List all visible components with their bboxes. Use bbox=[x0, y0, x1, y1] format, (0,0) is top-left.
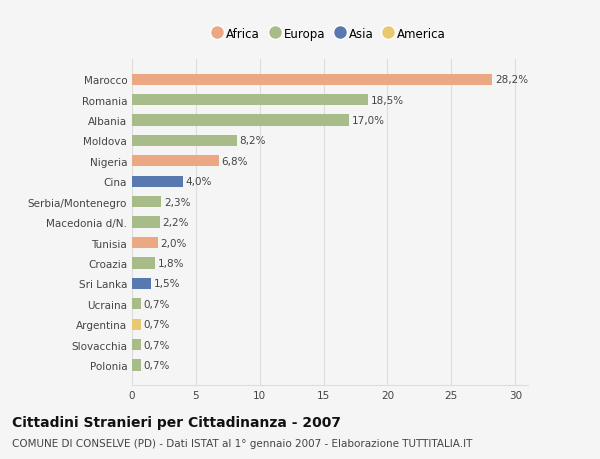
Bar bbox=[132, 258, 155, 269]
Bar bbox=[132, 237, 158, 249]
Bar bbox=[132, 196, 161, 208]
Text: 1,8%: 1,8% bbox=[158, 258, 184, 269]
Text: 1,5%: 1,5% bbox=[154, 279, 180, 289]
Text: 4,0%: 4,0% bbox=[185, 177, 212, 187]
Text: 2,3%: 2,3% bbox=[164, 197, 190, 207]
Text: 0,7%: 0,7% bbox=[143, 340, 170, 350]
Bar bbox=[132, 115, 349, 126]
Legend: Africa, Europa, Asia, America: Africa, Europa, Asia, America bbox=[209, 23, 451, 45]
Text: 2,2%: 2,2% bbox=[163, 218, 189, 228]
Text: 0,7%: 0,7% bbox=[143, 299, 170, 309]
Text: 2,0%: 2,0% bbox=[160, 238, 187, 248]
Bar bbox=[132, 74, 492, 86]
Text: 18,5%: 18,5% bbox=[371, 95, 404, 106]
Bar bbox=[132, 95, 368, 106]
Text: 6,8%: 6,8% bbox=[221, 157, 248, 167]
Bar bbox=[132, 319, 141, 330]
Text: 28,2%: 28,2% bbox=[495, 75, 528, 85]
Text: 8,2%: 8,2% bbox=[239, 136, 266, 146]
Text: 17,0%: 17,0% bbox=[352, 116, 385, 126]
Bar bbox=[132, 135, 237, 147]
Bar bbox=[132, 217, 160, 228]
Text: 0,7%: 0,7% bbox=[143, 319, 170, 330]
Bar bbox=[132, 156, 219, 167]
Text: COMUNE DI CONSELVE (PD) - Dati ISTAT al 1° gennaio 2007 - Elaborazione TUTTITALI: COMUNE DI CONSELVE (PD) - Dati ISTAT al … bbox=[12, 438, 472, 448]
Bar bbox=[132, 298, 141, 310]
Text: 0,7%: 0,7% bbox=[143, 360, 170, 370]
Text: Cittadini Stranieri per Cittadinanza - 2007: Cittadini Stranieri per Cittadinanza - 2… bbox=[12, 415, 341, 429]
Bar bbox=[132, 359, 141, 371]
Bar bbox=[132, 176, 183, 187]
Bar bbox=[132, 278, 151, 289]
Bar bbox=[132, 339, 141, 350]
